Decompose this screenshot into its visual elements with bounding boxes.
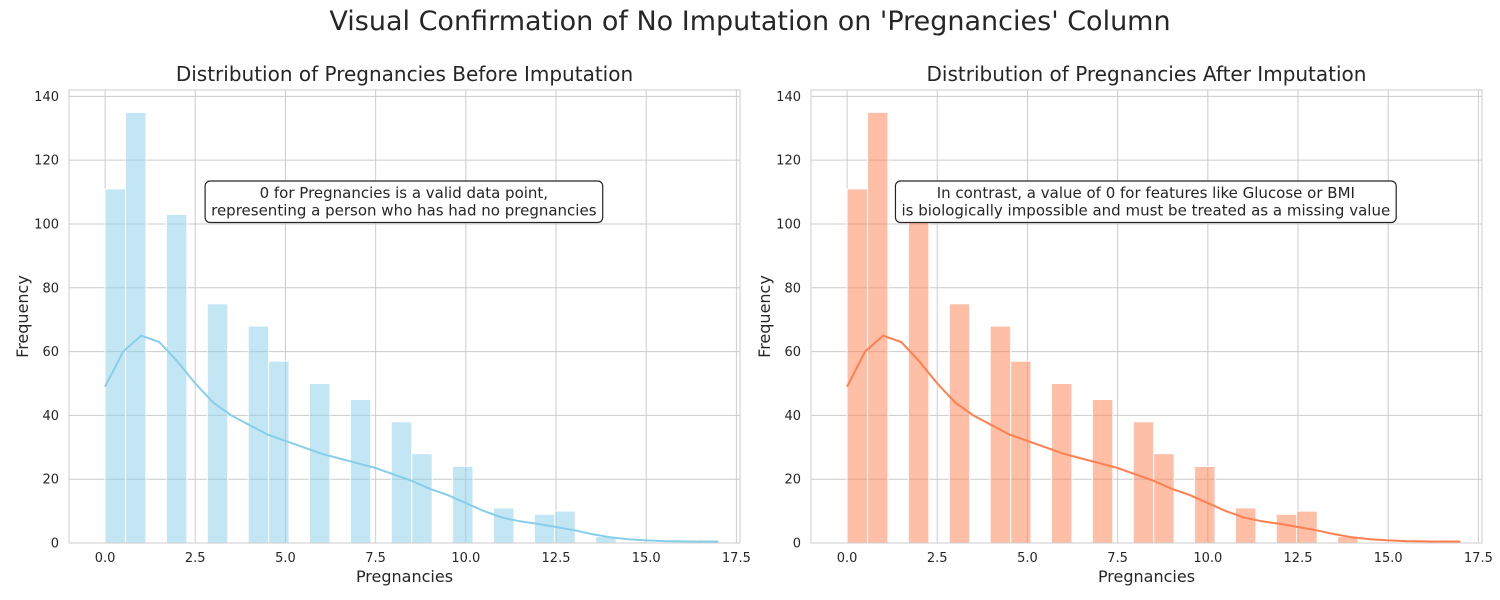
axes-frame [810, 89, 1483, 544]
kde-line [104, 334, 719, 543]
histogram-bar [867, 111, 889, 544]
y-tick-label: 140 [34, 90, 59, 105]
y-tick-label: 100 [34, 217, 59, 232]
annotation-text: 0 for Pregnancies is a valid data point,… [211, 184, 597, 220]
y-tick-label: 80 [42, 281, 59, 296]
annotation-text: In contrast, a value of 0 for features l… [901, 184, 1390, 220]
histogram-bar [125, 111, 147, 544]
chart-title: Distribution of Pregnancies After Imputa… [927, 62, 1367, 86]
x-tick-label: 10.0 [451, 551, 480, 566]
x-tick-label: 5.0 [275, 551, 296, 566]
figure-title: Visual Confirmation of No Imputation on … [329, 6, 1171, 37]
histogram-bar [1275, 513, 1298, 544]
x-tick-label: 5.0 [1017, 551, 1038, 566]
y-axis-label: Frequency [755, 275, 774, 358]
y-tick-label: 0 [793, 537, 801, 552]
y-tick-label: 20 [784, 473, 801, 488]
histogram-bar [349, 398, 372, 544]
annotation-line: representing a person who has had no pre… [211, 202, 597, 220]
histogram-bar [1132, 421, 1155, 544]
histogram-bar [533, 513, 556, 544]
x-tick-label: 15.0 [1374, 551, 1403, 566]
x-tick-label: 0.0 [95, 551, 116, 566]
histogram-bar [411, 453, 433, 544]
histogram-bar [165, 213, 188, 544]
y-tick-label: 60 [784, 345, 801, 360]
y-axis-label: Frequency [13, 275, 32, 358]
histogram-bar [1234, 507, 1257, 544]
y-tick-label: 100 [776, 217, 801, 232]
annotation-line: is biologically impossible and must be t… [901, 202, 1390, 220]
y-tick-label: 120 [34, 154, 59, 169]
y-tick-label: 60 [42, 345, 59, 360]
histogram-bar [907, 213, 930, 544]
y-tick-label: 40 [42, 409, 59, 424]
x-tick-label: 17.5 [1464, 551, 1493, 566]
histogram-bar [492, 507, 515, 544]
x-tick-label: 2.5 [927, 551, 948, 566]
y-tick-label: 40 [784, 409, 801, 424]
histogram-bar [1010, 360, 1032, 544]
histogram-bar [1153, 453, 1175, 544]
annotation-box [894, 180, 1397, 224]
x-axis-label: Pregnancies [1098, 567, 1195, 586]
annotation-box [204, 180, 604, 224]
chart-title: Distribution of Pregnancies Before Imput… [176, 62, 633, 86]
x-tick-label: 12.5 [1284, 551, 1313, 566]
x-tick-label: 10.0 [1193, 551, 1222, 566]
x-tick-label: 12.5 [542, 551, 571, 566]
histogram-bar [1091, 398, 1114, 544]
annotation-line: 0 for Pregnancies is a valid data point, [260, 184, 549, 202]
x-tick-label: 17.5 [722, 551, 751, 566]
annotation-line: In contrast, a value of 0 for features l… [937, 184, 1355, 202]
x-tick-label: 2.5 [185, 551, 206, 566]
x-tick-label: 7.5 [1107, 551, 1128, 566]
histogram-bar [948, 303, 971, 544]
x-tick-label: 15.0 [632, 551, 661, 566]
x-axis-label: Pregnancies [356, 567, 453, 586]
y-tick-label: 140 [776, 90, 801, 105]
y-tick-label: 20 [42, 473, 59, 488]
chart-panel-before: 0.0 2.5 5.0 7.5 10.0 12.5 15.0 17.5 0 20 40 60 80 100… [13, 62, 751, 586]
y-tick-label: 120 [776, 154, 801, 169]
histogram-bar [390, 421, 413, 544]
x-tick-label: 0.0 [837, 551, 858, 566]
chart-panel-after: 0.0 2.5 5.0 7.5 10.0 12.5 15.0 17.5 0 20 40 60 80 100… [755, 62, 1493, 586]
y-tick-label: 0 [51, 537, 59, 552]
histogram-bar [268, 360, 290, 544]
histogram-bar [1051, 382, 1073, 544]
kde-line [846, 334, 1461, 543]
axes-frame [68, 89, 741, 544]
histogram-bar [309, 382, 331, 544]
x-tick-label: 7.5 [365, 551, 386, 566]
y-tick-label: 80 [784, 281, 801, 296]
histogram-bar [206, 303, 229, 544]
